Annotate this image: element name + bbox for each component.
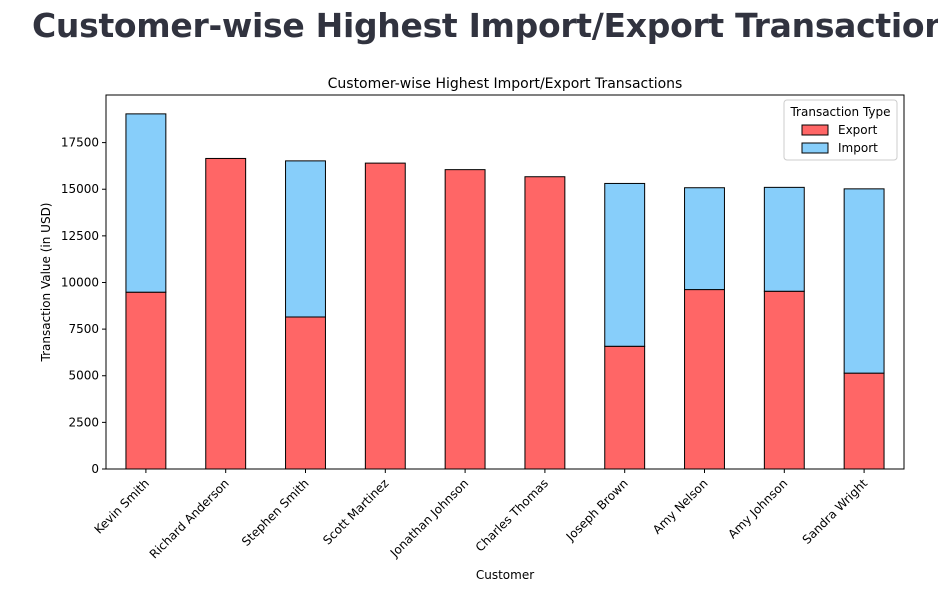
y-axis-label: Transaction Value (in USD) bbox=[39, 203, 53, 363]
page-title: Customer-wise Highest Import/Export Tran… bbox=[32, 6, 938, 45]
y-tick-label: 17500 bbox=[61, 136, 99, 150]
y-tick-label: 5000 bbox=[68, 369, 99, 383]
x-tick-label: Kevin Smith bbox=[92, 476, 152, 536]
chart-title: Customer-wise Highest Import/Export Tran… bbox=[328, 76, 683, 92]
x-tick-label: Sandra Wright bbox=[800, 476, 871, 547]
bar-import-0 bbox=[125, 113, 167, 293]
x-tick-label: Jonathan Johnson bbox=[387, 476, 471, 560]
y-tick-label: 12500 bbox=[61, 229, 99, 243]
y-tick-label: 10000 bbox=[61, 275, 99, 289]
legend-title: Transaction Type bbox=[789, 105, 890, 119]
bar-export-8 bbox=[763, 290, 805, 470]
bar-export-4 bbox=[444, 169, 486, 470]
bar-import-7 bbox=[684, 187, 725, 291]
y-axis: 0 2500 5000 7500 10000 12500 15000 17500 bbox=[61, 136, 106, 476]
x-tick-label: Stephen Smith bbox=[239, 476, 312, 549]
x-tick-label: Charles Thomas bbox=[473, 476, 551, 554]
bar-import-8 bbox=[763, 186, 805, 292]
x-tick-label: Amy Nelson bbox=[650, 476, 711, 537]
legend-swatch-export bbox=[801, 124, 829, 136]
bars-group bbox=[125, 113, 885, 470]
bar-export-5 bbox=[524, 176, 566, 470]
legend: Transaction Type Export Import bbox=[783, 99, 898, 161]
bar-import-9 bbox=[843, 188, 885, 374]
legend-label-export: Export bbox=[838, 123, 878, 137]
bar-export-9 bbox=[843, 372, 885, 470]
x-tick-label: Scott Martinez bbox=[320, 476, 391, 547]
x-axis-label: Customer bbox=[476, 568, 534, 582]
bar-export-6 bbox=[604, 345, 646, 470]
y-tick-label: 7500 bbox=[68, 322, 99, 336]
bar-export-2 bbox=[285, 316, 326, 470]
x-tick-label: Amy Johnson bbox=[725, 476, 790, 541]
legend-swatch-import bbox=[801, 142, 829, 154]
legend-label-import: Import bbox=[838, 141, 878, 155]
bar-import-2 bbox=[285, 160, 326, 318]
bar-export-7 bbox=[684, 289, 725, 470]
y-tick-label: 2500 bbox=[68, 415, 99, 429]
bar-import-6 bbox=[604, 182, 646, 347]
bar-export-1 bbox=[205, 157, 247, 470]
y-tick-label: 0 bbox=[91, 462, 99, 476]
bar-export-0 bbox=[125, 291, 167, 470]
y-tick-label: 15000 bbox=[61, 182, 99, 196]
bar-export-3 bbox=[364, 162, 406, 470]
x-tick-label: Richard Anderson bbox=[147, 476, 232, 561]
x-tick-label: Joseph Brown bbox=[563, 476, 631, 544]
